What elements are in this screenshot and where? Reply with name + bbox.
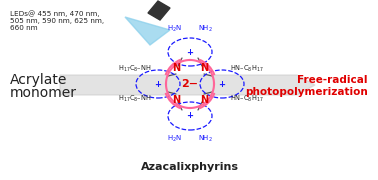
FancyArrow shape	[60, 75, 315, 95]
Text: NH$_2$: NH$_2$	[198, 24, 212, 34]
Text: +: +	[186, 111, 194, 120]
Text: Azacalixphyrins: Azacalixphyrins	[141, 162, 239, 172]
Text: 2−: 2−	[181, 79, 198, 89]
Polygon shape	[125, 17, 170, 45]
Text: N: N	[200, 63, 208, 73]
Text: H$_{17}$C$_8$–NH: H$_{17}$C$_8$–NH	[118, 94, 152, 104]
Text: HN–C$_8$H$_{17}$: HN–C$_8$H$_{17}$	[230, 94, 264, 104]
Text: monomer: monomer	[10, 86, 77, 100]
Text: HN–C$_8$H$_{17}$: HN–C$_8$H$_{17}$	[230, 64, 264, 74]
Text: N: N	[172, 95, 180, 105]
Text: H$_{17}$C$_8$–NH: H$_{17}$C$_8$–NH	[118, 64, 152, 74]
Text: photopolymerization: photopolymerization	[245, 87, 368, 97]
Text: Acrylate: Acrylate	[10, 73, 67, 87]
Text: +: +	[155, 80, 161, 89]
Text: LEDs@ 455 nm, 470 nm,
505 nm, 590 nm, 625 nm,
660 nm: LEDs@ 455 nm, 470 nm, 505 nm, 590 nm, 62…	[10, 10, 104, 31]
Text: +: +	[186, 48, 194, 57]
Polygon shape	[148, 1, 170, 20]
Text: NH$_2$: NH$_2$	[198, 134, 212, 144]
Text: N: N	[200, 95, 208, 105]
Text: H$_2$N: H$_2$N	[167, 24, 183, 34]
Text: +: +	[218, 80, 226, 89]
Text: Free-radical: Free-radical	[297, 75, 368, 85]
Text: N: N	[172, 63, 180, 73]
Text: H$_2$N: H$_2$N	[167, 134, 183, 144]
